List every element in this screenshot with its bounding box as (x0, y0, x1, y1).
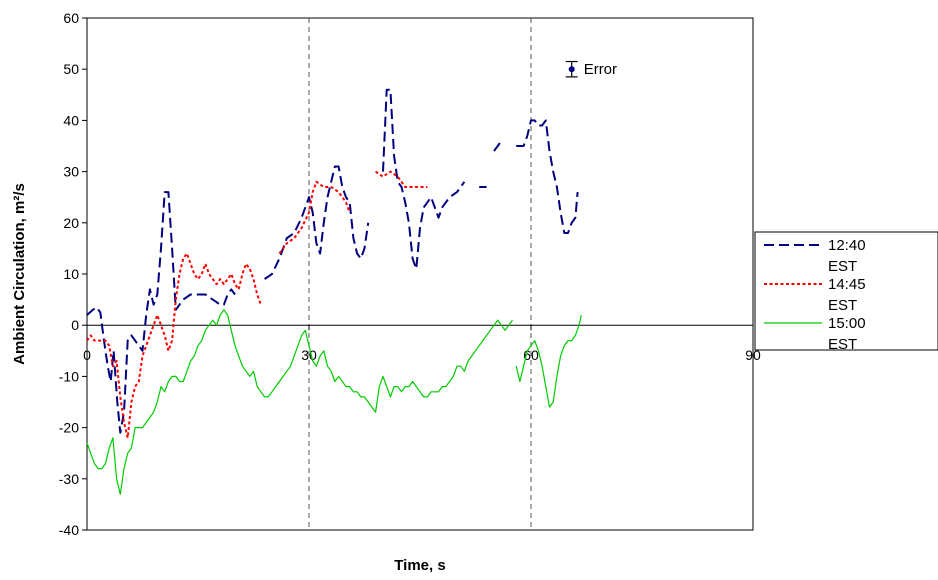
x-tick-label: 0 (83, 347, 91, 363)
series-line-segment (515, 314, 582, 408)
y-tick-label: 60 (63, 10, 79, 26)
y-tick-label: 0 (71, 317, 79, 333)
legend-label: 12:40 (828, 237, 866, 254)
y-tick-label: -30 (59, 471, 79, 487)
y-tick-label: -20 (59, 420, 79, 436)
x-tick-label: 30 (301, 347, 317, 363)
plot-area (86, 17, 754, 531)
x-axis-title: Time, s (394, 557, 445, 574)
legend-label-suffix: EST (828, 297, 857, 314)
x-tick-label: 90 (745, 347, 761, 363)
y-tick-label: 30 (63, 164, 79, 180)
series-line-segment (382, 88, 466, 270)
series-line-segment (493, 140, 503, 152)
error-bar-point (568, 66, 575, 73)
y-tick-label: 20 (63, 215, 79, 231)
legend-box (754, 231, 938, 351)
y-axis-title: Ambient Circulation, m²/s (11, 183, 28, 365)
legend-label-suffix: EST (828, 336, 857, 353)
series-line-segment (86, 309, 513, 495)
series-1500 (86, 309, 582, 495)
x-tick-label: 60 (523, 347, 539, 363)
y-tick-label: 10 (63, 266, 79, 282)
legend-label-suffix: EST (828, 258, 857, 275)
series-line-segment (278, 180, 351, 255)
series-line-segment (375, 170, 428, 188)
y-tick-label: 50 (63, 61, 79, 77)
error-bar: Error (565, 60, 617, 78)
series-line-segment (264, 165, 370, 280)
series-1445 (86, 170, 428, 439)
error-label: Error (584, 61, 617, 78)
series-line-segment (86, 191, 236, 434)
y-tick-label: 40 (63, 112, 79, 128)
legend-label: 15:00 (828, 315, 866, 332)
series-line-segment (86, 252, 262, 439)
series-layer (86, 88, 582, 495)
vertical-reference-lines (308, 18, 532, 530)
series-1240 (86, 88, 579, 434)
y-tick-label: -40 (59, 522, 79, 538)
y-tick-label: -10 (59, 368, 79, 384)
legend-label: 14:45 (828, 276, 866, 293)
